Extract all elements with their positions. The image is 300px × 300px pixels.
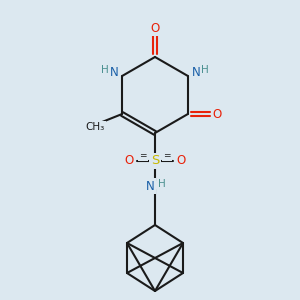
Text: =: =	[163, 152, 171, 160]
Text: N: N	[191, 65, 200, 79]
Text: H: H	[101, 65, 109, 75]
Text: O: O	[124, 154, 134, 167]
Text: H: H	[201, 65, 209, 75]
Text: CH₃: CH₃	[85, 122, 105, 132]
Text: H: H	[158, 179, 166, 189]
Text: O: O	[212, 107, 221, 121]
Text: =: =	[139, 152, 147, 160]
Text: O: O	[176, 154, 186, 167]
Text: S: S	[151, 154, 159, 167]
Text: N: N	[110, 65, 118, 79]
Text: O: O	[150, 22, 160, 34]
Text: N: N	[146, 179, 154, 193]
